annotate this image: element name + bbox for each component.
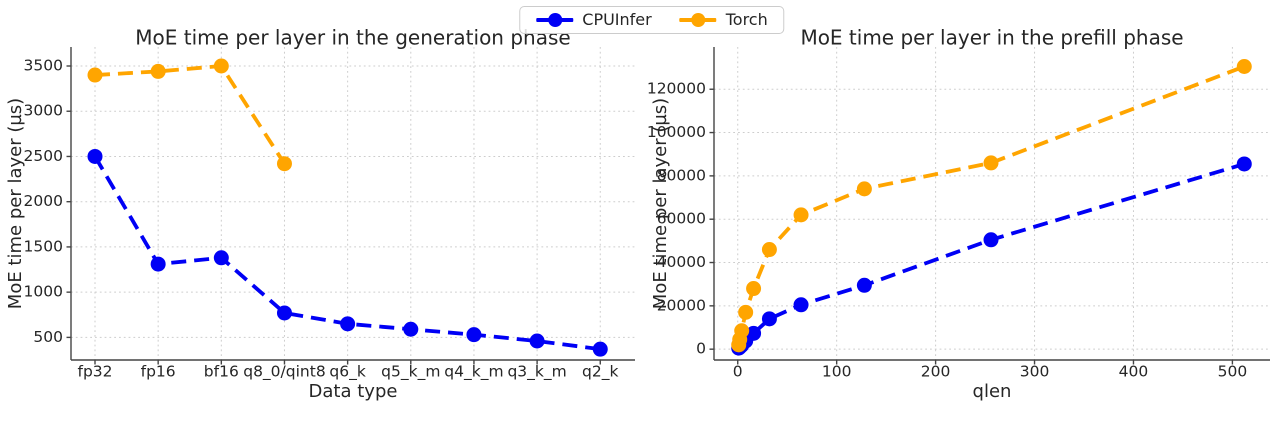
data-point-Torch: [983, 155, 999, 171]
legend-label-cpuinfer: CPUInfer: [582, 10, 652, 29]
chart-title: MoE time per layer in the generation pha…: [135, 26, 570, 50]
data-point-CPUInfer: [87, 148, 103, 164]
x-tick-label: fp32: [77, 363, 112, 381]
y-tick-label: 2500: [24, 147, 63, 165]
torch-line-dot-icon: [679, 13, 717, 27]
y-tick-label: 80000: [657, 166, 706, 184]
data-point-CPUInfer: [403, 321, 419, 337]
x-tick-label: 100: [822, 363, 852, 381]
x-tick-label: 300: [1020, 363, 1050, 381]
data-point-CPUInfer: [150, 256, 166, 272]
y-tick-label: 500: [33, 328, 63, 346]
data-point-Torch: [213, 58, 229, 74]
data-point-CPUInfer: [213, 250, 229, 266]
y-tick-label: 3000: [24, 102, 63, 120]
data-point-CPUInfer: [466, 327, 482, 343]
x-axis-label: qlen: [973, 381, 1012, 402]
x-tick-label: 200: [921, 363, 951, 381]
legend-entry-cpuinfer: CPUInfer: [536, 10, 652, 29]
data-point-CPUInfer: [793, 297, 809, 313]
y-tick-label: 60000: [657, 210, 706, 228]
y-tick-label: 1000: [24, 283, 63, 301]
data-point-Torch: [793, 207, 809, 223]
x-tick-label: 500: [1218, 363, 1248, 381]
y-tick-label: 40000: [657, 253, 706, 271]
x-tick-label: 0: [733, 363, 743, 381]
x-tick-label: q4_k_m: [444, 363, 503, 382]
x-tick-label: q8_0/qint8: [243, 363, 325, 382]
data-point-CPUInfer: [592, 341, 608, 357]
y-tick-label: 2000: [24, 192, 63, 210]
data-point-Torch: [856, 181, 872, 197]
y-axis-label: MoE time per layer (µs): [650, 98, 671, 309]
series-line-Torch: [94, 64, 287, 165]
series-line-Torch: [736, 64, 1245, 346]
prefill-phase-chart: 0 100 200 300 400 500 0 20000 40000 60000 80000 100…: [647, 0, 1280, 426]
x-axis-label: Data type: [309, 381, 398, 402]
x-tick-label: fp16: [141, 363, 176, 381]
data-point-CPUInfer: [276, 305, 292, 321]
y-tick-label: 100000: [648, 123, 706, 141]
x-tick-label: q2_k: [582, 363, 618, 382]
data-point-Torch: [761, 242, 777, 258]
data-point-CPUInfer: [856, 277, 872, 293]
x-tick-label: bf16: [204, 363, 239, 381]
generation-phase-chart: fp32 fp16 bf16 q8_0/qint8 q6_k q5_k_m q4_k_m q3…: [5, 26, 635, 402]
y-tick-label: 0: [696, 340, 706, 358]
data-point-Torch: [87, 67, 103, 83]
data-point-CPUInfer: [746, 325, 762, 341]
data-point-CPUInfer: [761, 311, 777, 327]
chart-canvas: fp32 fp16 bf16 q8_0/qint8 q6_k q5_k_m q4_k_m q3…: [5, 26, 635, 402]
data-point-Torch: [738, 304, 754, 320]
y-tick-label: 20000: [657, 296, 706, 314]
x-tick-label: 400: [1119, 363, 1149, 381]
data-point-CPUInfer: [1236, 156, 1252, 172]
x-tick-label: q5_k_m: [381, 363, 440, 382]
cpuinfer-line-dot-icon: [536, 13, 574, 27]
data-point-Torch: [734, 323, 750, 339]
legend: CPUInfer Torch: [519, 6, 785, 34]
y-tick-label: 1500: [24, 237, 63, 255]
x-tick-label: q6_k: [329, 363, 365, 382]
data-point-CPUInfer: [529, 333, 545, 349]
data-point-Torch: [276, 156, 292, 172]
series-line-CPUInfer: [737, 162, 1245, 350]
legend-label-torch: Torch: [725, 10, 768, 29]
data-point-CPUInfer: [983, 232, 999, 248]
y-tick-label: 120000: [648, 80, 706, 98]
chart-title: MoE time per layer in the prefill phase: [800, 26, 1183, 50]
data-point-Torch: [746, 281, 762, 297]
data-point-Torch: [150, 63, 166, 79]
data-point-Torch: [1236, 58, 1252, 74]
data-point-CPUInfer: [340, 316, 356, 332]
legend-entry-torch: Torch: [679, 10, 768, 29]
y-tick-label: 3500: [24, 56, 63, 74]
y-axis-label: MoE time per layer (µs): [5, 98, 26, 309]
x-tick-label: q3_k_m: [507, 363, 566, 382]
chart-canvas: 0 100 200 300 400 500 0 20000 40000 60000 80000 100…: [647, 26, 1270, 402]
